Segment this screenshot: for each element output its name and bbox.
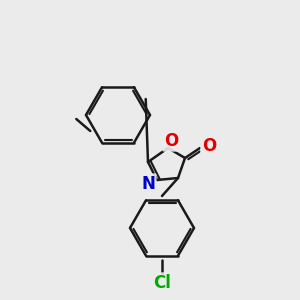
- Text: N: N: [141, 175, 155, 193]
- Text: O: O: [202, 137, 216, 155]
- Text: Cl: Cl: [153, 274, 171, 292]
- Text: O: O: [164, 132, 178, 150]
